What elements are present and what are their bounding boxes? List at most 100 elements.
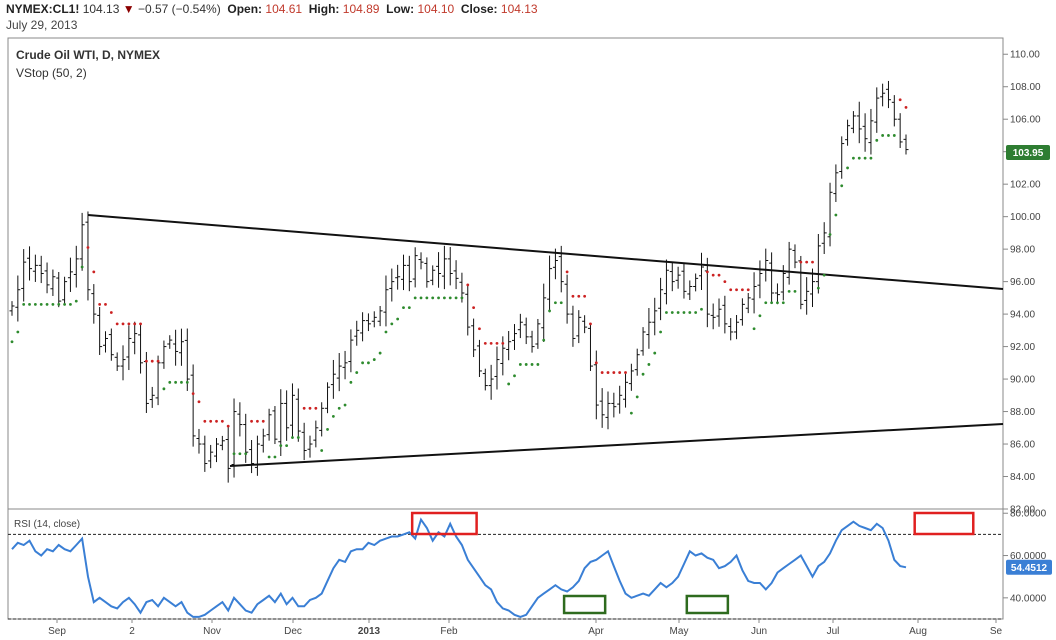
vstop-dot (740, 288, 744, 292)
vstop-dot (51, 302, 55, 306)
vstop-dot (554, 301, 557, 305)
chart-title: Crude Oil WTI, D, NYMEX (16, 48, 160, 62)
vstop-dot (291, 436, 294, 439)
vstop-dot (606, 371, 610, 374)
ohlc-bar (67, 257, 73, 292)
ohlc-bar (447, 246, 453, 286)
vstop-dot (776, 301, 779, 305)
ohlc-bar (716, 298, 722, 327)
ohlc-bar (587, 323, 593, 371)
ohlc-bar (599, 388, 605, 428)
vstop-dot (489, 341, 493, 345)
vstop-dot (688, 311, 692, 314)
ohlc-bar (325, 382, 331, 414)
ohlc-bar (91, 284, 97, 324)
price-tick-label: 86.00 (1010, 440, 1035, 451)
ohlc-bar (652, 297, 658, 336)
open-value: 104.61 (265, 2, 303, 16)
ohlc-bar (167, 335, 173, 349)
vstop-dot (700, 307, 703, 311)
vstop-dot (80, 265, 84, 269)
low-label: Low: (386, 2, 415, 16)
vstop-dot (162, 387, 166, 391)
rsi-tick-label: 80.0000 (1010, 509, 1047, 520)
vstop-dot (244, 452, 248, 456)
vstop-dot (764, 301, 768, 305)
vstop-dot (133, 322, 137, 326)
vstop-dot (641, 372, 645, 376)
vstop-dot (752, 327, 756, 331)
vstop-dot (711, 273, 715, 277)
vstop-dot (507, 382, 511, 386)
vstop-dot (466, 283, 470, 287)
open-label: Open: (227, 2, 263, 16)
ohlc-bar (342, 350, 348, 380)
vstop-dot (852, 156, 855, 160)
rsi-title: RSI (14, close) (14, 519, 80, 530)
low-value: 104.10 (417, 2, 455, 16)
last-price-badge: 103.95 (1006, 145, 1050, 161)
ohlc-bar (208, 444, 214, 469)
ohlc-bar (582, 315, 588, 334)
vstop-dot (402, 306, 405, 310)
ohlc-bar (190, 364, 196, 447)
price-tick-label: 88.00 (1010, 407, 1035, 418)
ohlc-bar (891, 95, 897, 127)
vstop-dot (296, 436, 300, 439)
ohlc-bar (231, 398, 237, 478)
ohlc-bar (102, 331, 108, 353)
last-price-badge-text: 103.95 (1013, 148, 1044, 159)
ohlc-bar (178, 328, 184, 366)
ohlc-bar (114, 352, 120, 371)
vstop-dot (431, 296, 435, 300)
vstop-dot (367, 361, 370, 365)
ohlc-bar (839, 136, 845, 179)
ohlc-bar (523, 317, 529, 345)
ohlc-bar (249, 440, 255, 474)
vstop-dot (571, 294, 575, 298)
vstop-dot (723, 280, 727, 284)
symbol-name[interactable]: NYMEX:CL1! (6, 2, 80, 16)
ohlc-bar (897, 113, 903, 148)
ohlc-bar (161, 340, 167, 369)
vstop-dot (478, 327, 481, 331)
ohlc-bar (845, 119, 851, 146)
vstop-dot (840, 184, 844, 188)
vstop-dot (460, 296, 464, 300)
vstop-dot (834, 213, 838, 217)
ohlc-bar (173, 329, 179, 366)
vstop-dots (10, 98, 908, 459)
ohlc-bar (21, 249, 27, 302)
ohlc-bar (646, 307, 652, 349)
ohlc-bar (9, 301, 15, 316)
ohlc-bar (874, 87, 880, 133)
ohlc-bar (728, 318, 734, 341)
ohlc-bar (611, 392, 617, 418)
vstop-dot (314, 406, 318, 410)
vstop-dot (513, 374, 516, 378)
ohlc-bar (132, 321, 138, 355)
overbought-highlight-box (913, 511, 975, 536)
ohlc-bar (751, 272, 757, 314)
vstop-dot (705, 270, 709, 274)
x-tick-label: 2013 (358, 626, 381, 637)
rsi-line (11, 517, 907, 618)
vstop-dot (419, 296, 423, 300)
ohlc-bar (517, 313, 523, 339)
ohlc-bar (73, 245, 79, 288)
vstop-dot (530, 363, 534, 366)
vstop-dot (448, 296, 452, 300)
ohlc-bar (85, 211, 91, 301)
ohlc-bar (289, 383, 295, 438)
vstop-dot (898, 98, 902, 102)
ohlc-bar (243, 413, 249, 463)
vstop-dot (261, 419, 265, 423)
x-tick-label: Jun (751, 626, 767, 637)
vstop-dot (39, 302, 43, 306)
ohlc-bar (395, 264, 401, 290)
vstop-dot (454, 296, 458, 300)
ohlc-bar (658, 277, 664, 321)
ohlc-bar (202, 435, 208, 472)
trendlines (87, 214, 1004, 467)
